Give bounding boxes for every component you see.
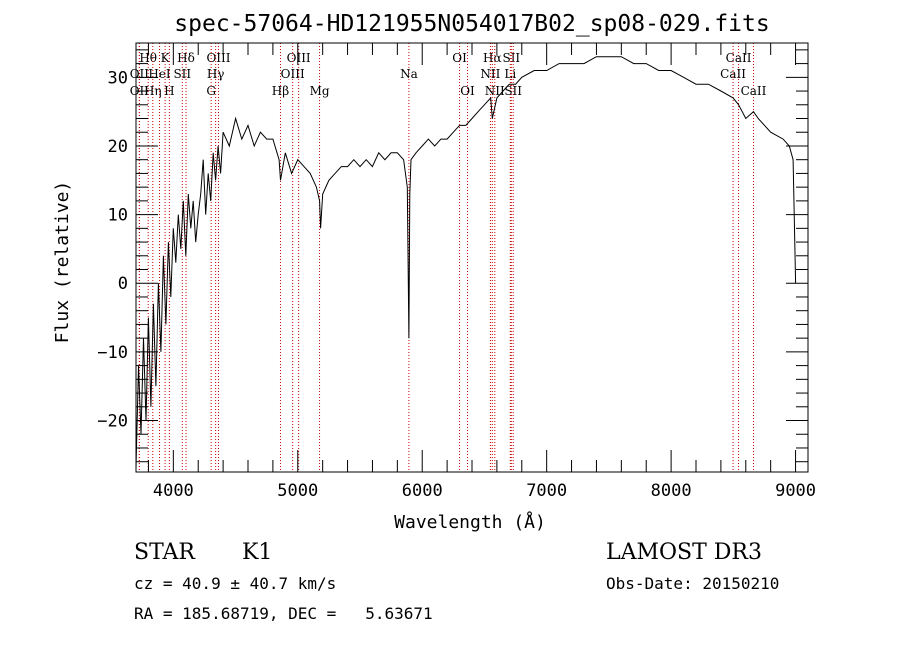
x-tick-label: 7000 — [526, 481, 567, 501]
spectral-line-label: OI — [452, 51, 467, 65]
spectral-line-label: OI — [460, 84, 475, 98]
spectral-line-label: H — [164, 84, 174, 98]
y-tick-label: −20 — [97, 412, 128, 432]
object-subclass: K1 — [242, 540, 273, 565]
spectral-line-label: HeI — [148, 67, 171, 81]
object-class: STAR — [134, 540, 195, 565]
spectral-line-label: Hγ — [207, 67, 225, 81]
spectral-line-label: Hδ — [177, 51, 195, 65]
spectral-line-label: SII — [173, 67, 191, 81]
spectrum-line — [135, 56, 797, 469]
spectral-line-label: CaII — [741, 84, 767, 98]
spectral-line-label: SII — [502, 51, 520, 65]
axis-ticks: 4000 5000 6000 7000 8000 9000 −20 −10 0 10 20 30 — [97, 43, 816, 501]
x-tick-label: 8000 — [651, 481, 692, 501]
survey-name: LAMOST DR3 — [606, 540, 762, 565]
spectral-line-label: K — [161, 51, 171, 65]
x-tick-label: 9000 — [775, 481, 816, 501]
spectral-line-label: SII — [504, 84, 522, 98]
observation-date: Obs-Date: 20150210 — [606, 574, 780, 593]
redshift-velocity: cz = 40.9 ± 40.7 km/s — [134, 574, 337, 593]
spectral-line-label: OIII — [206, 51, 230, 65]
spectral-line-label: OIII — [287, 51, 311, 65]
spectral-line-label: CaII — [720, 67, 746, 81]
spectrum-series — [135, 56, 797, 469]
spectral-line-label: G — [206, 84, 216, 98]
spectral-line-label: Hβ — [272, 84, 289, 98]
chart-title: spec-57064-HD121955N054017B02_sp08-029.f… — [174, 11, 769, 37]
spectral-line-label: NII — [485, 84, 505, 98]
spectral-line-label: OIII — [281, 67, 305, 81]
spectral-line-label: Mg — [310, 84, 330, 98]
y-axis-label: Flux (relative) — [52, 181, 73, 344]
spectral-line-label: CaII — [726, 51, 752, 65]
spectral-line-label: NII — [480, 67, 500, 81]
coordinates: RA = 185.68719, DEC = 5.63671 — [134, 604, 433, 623]
spectral-line-label: Hη — [144, 84, 162, 98]
y-tick-label: −10 — [97, 343, 128, 363]
y-tick-label: 30 — [108, 68, 128, 88]
y-tick-label: 20 — [108, 137, 128, 157]
x-tick-label: 6000 — [402, 481, 443, 501]
x-axis-label: Wavelength (Å) — [394, 511, 546, 533]
plot-frame — [135, 42, 809, 473]
x-tick-label: 5000 — [277, 481, 318, 501]
y-tick-label: 10 — [108, 206, 128, 226]
spectral-line-label: Hα — [483, 51, 502, 65]
spectral-line-label: Na — [400, 67, 418, 81]
spectral-line-label: Li — [504, 67, 516, 81]
y-tick-label: 0 — [118, 274, 128, 294]
x-tick-label: 4000 — [153, 481, 194, 501]
